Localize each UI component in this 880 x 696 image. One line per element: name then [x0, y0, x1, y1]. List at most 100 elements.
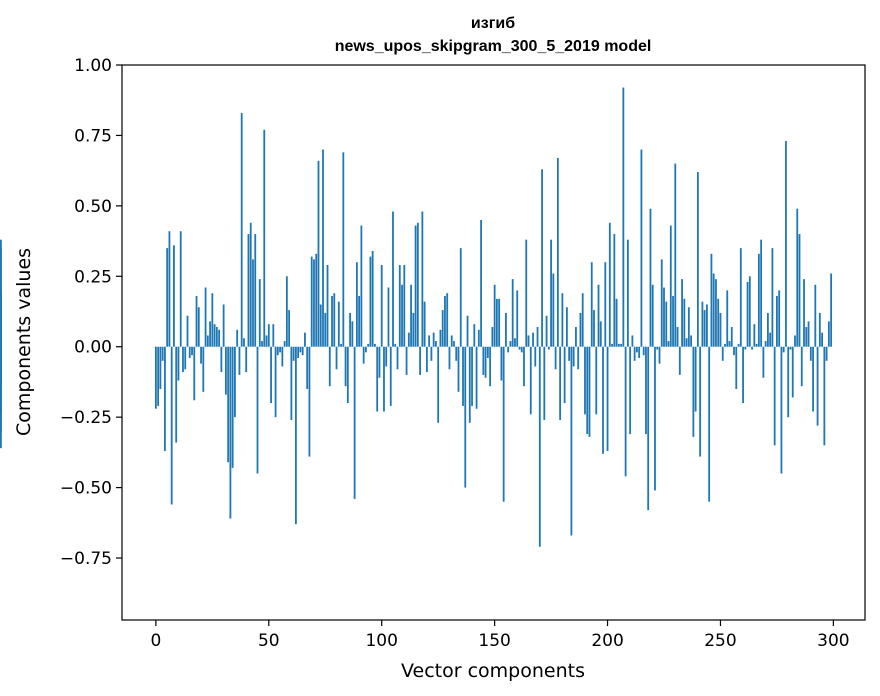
bar — [584, 346, 586, 415]
bar — [419, 346, 422, 375]
bar — [527, 335, 530, 347]
bar — [378, 346, 381, 378]
bar — [173, 245, 175, 347]
y-tick-label: 0.50 — [74, 197, 112, 217]
bar — [631, 335, 634, 347]
x-axis-label: Vector components — [401, 660, 585, 682]
bar — [342, 152, 345, 347]
bar — [773, 346, 776, 446]
bar — [559, 346, 562, 420]
bar — [724, 343, 726, 347]
bar — [202, 346, 205, 392]
bar — [617, 343, 620, 347]
bar — [349, 312, 351, 347]
bar — [726, 290, 729, 347]
bar — [812, 346, 814, 412]
bar — [577, 346, 580, 370]
bar — [807, 321, 810, 347]
bar — [602, 346, 604, 454]
bar — [640, 149, 643, 347]
x-tick-label: 0 — [150, 631, 161, 651]
bar — [821, 332, 823, 347]
bar — [234, 346, 236, 418]
bar — [611, 343, 613, 347]
bar — [161, 346, 164, 361]
bar — [649, 208, 652, 347]
bar — [398, 265, 401, 347]
bar — [676, 327, 679, 347]
bar — [340, 343, 342, 347]
bar — [769, 332, 772, 347]
bar — [421, 211, 424, 347]
bar — [751, 346, 753, 350]
bar — [493, 284, 496, 347]
bar — [498, 298, 501, 347]
bar — [739, 248, 742, 347]
bar — [306, 346, 309, 389]
bar — [599, 321, 602, 347]
bar — [193, 346, 196, 401]
bar — [197, 307, 200, 347]
bar — [288, 310, 291, 347]
bar — [471, 346, 473, 406]
bar — [265, 335, 268, 347]
bar — [256, 346, 259, 474]
bar — [590, 262, 593, 347]
y-tick-label: 0.00 — [74, 338, 112, 358]
bar — [405, 346, 408, 375]
y-axis-ticks: −0.75 −0.50 −0.25 0.00 0.25 0.50 0.75 1.00 — [60, 56, 122, 569]
bar — [267, 324, 270, 347]
bar — [669, 225, 672, 347]
bar — [762, 346, 765, 378]
bar — [658, 346, 661, 364]
bar — [229, 346, 232, 519]
bar — [220, 346, 223, 373]
bar — [809, 346, 812, 361]
bar — [699, 346, 702, 457]
bar — [367, 343, 370, 347]
bar — [344, 346, 347, 387]
bar — [647, 346, 650, 511]
bar — [514, 338, 516, 347]
x-tick-label: 50 — [258, 631, 280, 651]
bar — [701, 301, 704, 347]
bar — [157, 346, 160, 406]
bar — [299, 346, 302, 353]
bar — [633, 346, 636, 361]
x-tick-label: 200 — [591, 631, 623, 651]
bar — [326, 265, 329, 347]
bar — [279, 346, 281, 353]
bar — [484, 346, 487, 378]
bar — [534, 346, 537, 367]
bar — [313, 259, 315, 347]
bar — [782, 346, 785, 353]
bar — [719, 312, 722, 347]
bar — [737, 343, 740, 347]
bar — [254, 234, 257, 347]
bar — [733, 346, 735, 356]
bar — [645, 346, 647, 435]
bar — [412, 312, 415, 347]
bar — [696, 172, 699, 347]
bar — [678, 346, 681, 375]
bar — [597, 284, 600, 347]
bar — [240, 112, 243, 347]
bar — [475, 346, 478, 409]
bar — [272, 324, 275, 347]
bar — [604, 262, 607, 347]
bar — [324, 312, 327, 347]
y-tick-label: 0.25 — [74, 267, 112, 287]
bar — [615, 298, 618, 347]
bar — [586, 346, 589, 435]
bar — [186, 315, 189, 347]
bar — [545, 315, 548, 347]
bar — [236, 329, 239, 347]
bar — [803, 279, 805, 347]
bar — [423, 301, 426, 347]
bar — [245, 346, 248, 373]
bar — [523, 346, 525, 387]
bar — [728, 341, 731, 347]
bar — [766, 312, 769, 347]
bar — [337, 301, 340, 347]
bar — [227, 346, 230, 463]
